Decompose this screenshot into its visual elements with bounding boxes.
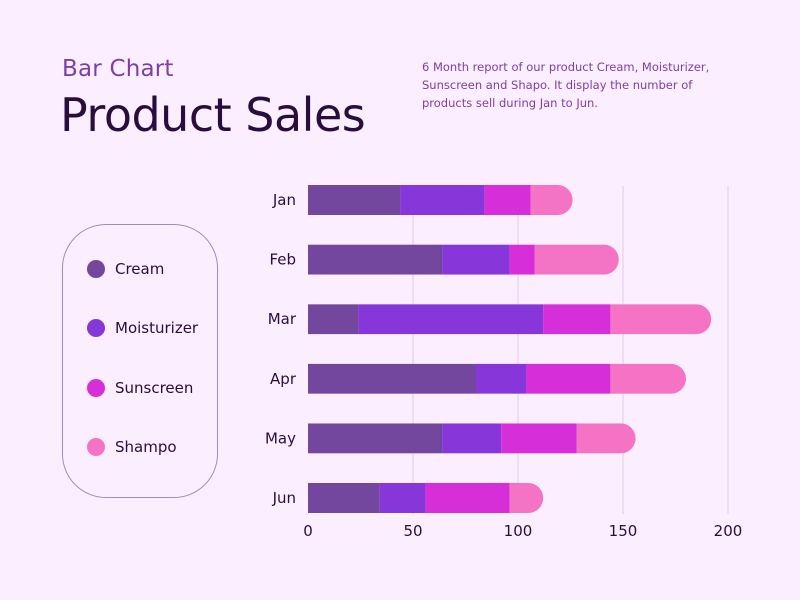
x-tick-label-200: 200: [714, 522, 743, 540]
bar-feb-shampo: [534, 244, 619, 275]
legend-label-sunscreen: Sunscreen: [115, 379, 194, 397]
bar-jan-cream: [308, 185, 401, 215]
bar-may-sunscreen: [501, 423, 577, 454]
bar-jan-shampo: [530, 185, 573, 215]
legend-item-cream: Cream: [87, 260, 164, 278]
y-tick-label-apr: Apr: [270, 370, 297, 388]
legend-item-sunscreen: Sunscreen: [87, 379, 193, 397]
bar-may-cream: [308, 423, 443, 454]
bar-jun-shampo: [509, 483, 544, 513]
bar-apr-shampo: [610, 363, 686, 394]
legend-item-moisturizer: Moisturizer: [87, 319, 198, 337]
x-tick-label-150: 150: [609, 522, 638, 540]
chart-description: 6 Month report of our product Cream, Moi…: [422, 60, 710, 110]
bar-apr-moisturizer: [476, 363, 527, 394]
bar-feb-moisturizer: [442, 244, 510, 275]
y-tick-label-may: May: [265, 429, 296, 447]
bar-may-shampo: [576, 423, 636, 454]
legend-swatch-moisturizer: [87, 319, 105, 337]
bar-feb-sunscreen: [509, 244, 535, 275]
y-tick-label-mar: Mar: [268, 310, 297, 328]
bar-jun-moisturizer: [379, 483, 426, 513]
legend-label-moisturizer: Moisturizer: [115, 319, 199, 337]
bar-apr-cream: [308, 363, 476, 394]
legend-swatch-cream: [87, 260, 105, 278]
chart-subtitle: Bar Chart: [62, 56, 174, 82]
legend: Cream Moisturizer Sunscreen Shampo: [62, 224, 218, 498]
y-tick-label-jun: Jun: [272, 489, 296, 507]
bar-jan-moisturizer: [400, 185, 485, 215]
legend-label-cream: Cream: [115, 260, 165, 278]
bar-mar-moisturizer: [358, 304, 544, 335]
bar-mar-sunscreen: [543, 304, 611, 335]
bar-jun-cream: [308, 483, 380, 513]
legend-item-shampo: Shampo: [87, 438, 177, 456]
bar-mar-shampo: [610, 304, 712, 335]
bar-apr-sunscreen: [526, 363, 611, 394]
y-tick-label-jan: Jan: [272, 191, 296, 209]
x-tick-label-50: 50: [403, 522, 422, 540]
legend-swatch-sunscreen: [87, 379, 105, 397]
y-tick-label-feb: Feb: [269, 251, 296, 269]
bar-jan-sunscreen: [484, 185, 531, 215]
page-title: Product Sales: [60, 88, 366, 142]
bar-mar-cream: [308, 304, 359, 335]
x-tick-label-0: 0: [303, 522, 313, 540]
x-tick-label-100: 100: [504, 522, 533, 540]
bar-jun-sunscreen: [425, 483, 510, 513]
legend-swatch-shampo: [87, 438, 105, 456]
bar-feb-cream: [308, 244, 443, 275]
bar-may-moisturizer: [442, 423, 502, 454]
legend-label-shampo: Shampo: [115, 438, 177, 456]
